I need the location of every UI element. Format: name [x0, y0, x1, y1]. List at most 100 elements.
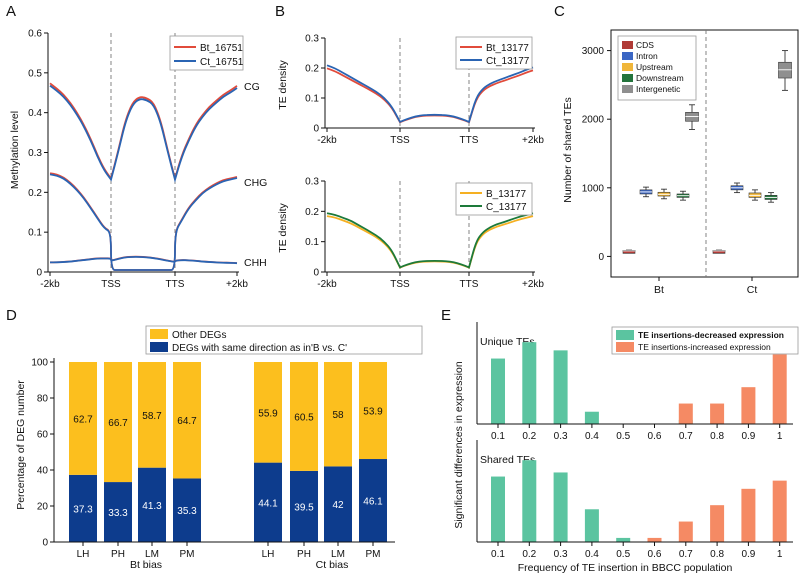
legend-swatch-cds [622, 41, 633, 49]
x-tick-label: 0.9 [741, 549, 755, 560]
legend-intergenetic: Intergenetic [636, 84, 681, 94]
bar-other-degs-2 [138, 362, 166, 468]
y-tick-label: 20 [37, 502, 49, 513]
bar-label-other-degs: 58 [332, 410, 344, 421]
group-label: Ct [747, 284, 758, 296]
legend-swatch-intergenetic [622, 85, 633, 93]
bar-decreased-1-1 [522, 460, 537, 542]
x-tick-label: +2kb [522, 135, 544, 146]
panel-label-e: E [441, 307, 451, 324]
x-tick-label: 0.6 [648, 549, 662, 560]
panel-a-legend-ct: Ct_16751 [200, 57, 244, 68]
panel-c-boxplot: Number of shared TEs 0 1000 2000 3000 Bt Ct C… [562, 29, 799, 296]
x-tick-label: 0.3 [554, 549, 568, 560]
x-tick-label: TTS [166, 279, 185, 290]
x-tick-label: LM [145, 549, 159, 560]
y-tick-label: 0 [598, 252, 604, 263]
group-label-ct-bias: Ct bias [316, 559, 349, 571]
box-ct-0 [712, 250, 726, 254]
x-tick-label: 0.8 [710, 549, 724, 560]
y-tick-label: 0 [42, 538, 48, 549]
bar-label-same-direction: 35.3 [177, 506, 197, 517]
bar-decreased-0-3 [584, 411, 599, 424]
series-line-bt-cg [49, 82, 238, 182]
x-tick-label: 0.4 [585, 549, 599, 560]
y-tick-label: 0.1 [305, 237, 319, 248]
x-tick-label: 0.9 [741, 431, 755, 442]
bar-decreased-1-3 [584, 509, 599, 542]
legend-increased: TE insertions-increased expression [638, 342, 771, 352]
x-tick-label: 0.2 [522, 431, 536, 442]
bar-label-other-degs: 60.5 [294, 412, 314, 423]
bar-label-other-degs: 62.7 [73, 414, 93, 425]
x-tick-label: LM [331, 549, 345, 560]
panel-b-top-legend-bt: Bt_13177 [486, 43, 529, 54]
panel-c-frame [610, 29, 799, 278]
bar-label-other-degs: 53.9 [363, 407, 383, 418]
x-tick-label: 0.1 [491, 431, 505, 442]
y-tick-label: 0 [313, 268, 319, 279]
x-tick-label: LH [77, 549, 90, 560]
series-line-ct-cg [49, 84, 238, 183]
x-tick-label: -2kb [40, 279, 60, 290]
panel-b-bottom-te-density: TE density B_13177 C_13177 0 0.1 0.2 0.3 -2k… [277, 177, 544, 291]
panel-a-legend-bt: Bt_16751 [200, 43, 243, 54]
series-line-ct-chh [50, 255, 238, 265]
x-tick-label: 0.5 [616, 431, 630, 442]
x-tick-label: TSS [390, 279, 410, 290]
x-tick-label: 0.6 [648, 431, 662, 442]
x-tick-label: 0.3 [554, 431, 568, 442]
group-label-bt-bias: Bt bias [130, 559, 162, 571]
panel-b-top-ylabel: TE density [277, 59, 289, 109]
x-tick-label: 0.4 [585, 431, 599, 442]
y-tick-label: 0.5 [28, 68, 42, 79]
bar-increased-0-9 [772, 354, 787, 424]
y-tick-label: 0.6 [28, 29, 42, 40]
legend-swatch-upstream [622, 63, 633, 71]
panel-b-top-legend-box [455, 36, 533, 70]
bar-label-same-direction: 39.5 [294, 502, 314, 513]
x-tick-label: -2kb [317, 135, 337, 146]
bar-label-other-degs: 55.9 [258, 408, 278, 419]
y-tick-label: 0.2 [305, 207, 319, 218]
series-label-chh: CHH [244, 257, 267, 269]
panel-e-legend: TE insertions-decreased expression TE in… [611, 326, 799, 355]
legend-intron: Intron [636, 51, 658, 61]
bar-other-degs-3 [173, 362, 201, 479]
bar-increased-1-8 [741, 488, 756, 542]
bar-increased-1-5 [647, 537, 662, 542]
panel-a-legend-box [169, 35, 244, 71]
panel-e-legend-box [611, 326, 799, 355]
bar-increased-0-7 [710, 403, 725, 424]
y-tick-label: 1000 [582, 183, 605, 194]
legend-upstream: Upstream [636, 62, 673, 72]
y-tick-label: 0.1 [28, 228, 42, 239]
panel-e-top-title: Unique TEs [480, 336, 535, 348]
bar-same-direction-3 [173, 478, 201, 542]
y-tick-label: 0 [313, 124, 319, 135]
panel-d-legend: Other DEGs DEGs with same direction as i… [145, 325, 423, 355]
panel-b-top-legend-ct: Ct_13177 [486, 56, 530, 67]
bar-label-other-degs: 64.7 [177, 416, 197, 427]
bar-other-degs-7 [359, 362, 387, 460]
x-tick-label: 0.5 [616, 549, 630, 560]
bar-decreased-1-4 [616, 537, 631, 542]
bar-decreased-1-0 [491, 476, 505, 542]
x-tick-label: LH [262, 549, 275, 560]
y-tick-label: 0.3 [28, 148, 42, 159]
panel-e-ylabel: Significant differences in expression [453, 361, 465, 528]
x-tick-label: 1 [777, 549, 783, 560]
bar-decreased-0-1 [522, 342, 537, 424]
panel-b-bottom-legend-box [455, 182, 533, 216]
x-tick-label: 0.1 [491, 549, 505, 560]
bar-label-same-direction: 37.3 [73, 504, 93, 515]
bar-other-degs-5 [290, 362, 318, 471]
panel-d-stacked-bars: Percentage of DEG number Other DEGs DEGs… [15, 325, 423, 571]
bar-label-same-direction: 33.3 [108, 508, 128, 519]
panel-e-xlabel: Frequency of TE insertion in BBCC popula… [518, 562, 733, 574]
panel-c-legend: CDS Intron Upstream Downstream Intergene… [617, 35, 697, 101]
panel-label-b: B [275, 3, 285, 20]
y-tick-label: 0.4 [28, 108, 42, 119]
bar-label-same-direction: 42 [332, 500, 344, 511]
